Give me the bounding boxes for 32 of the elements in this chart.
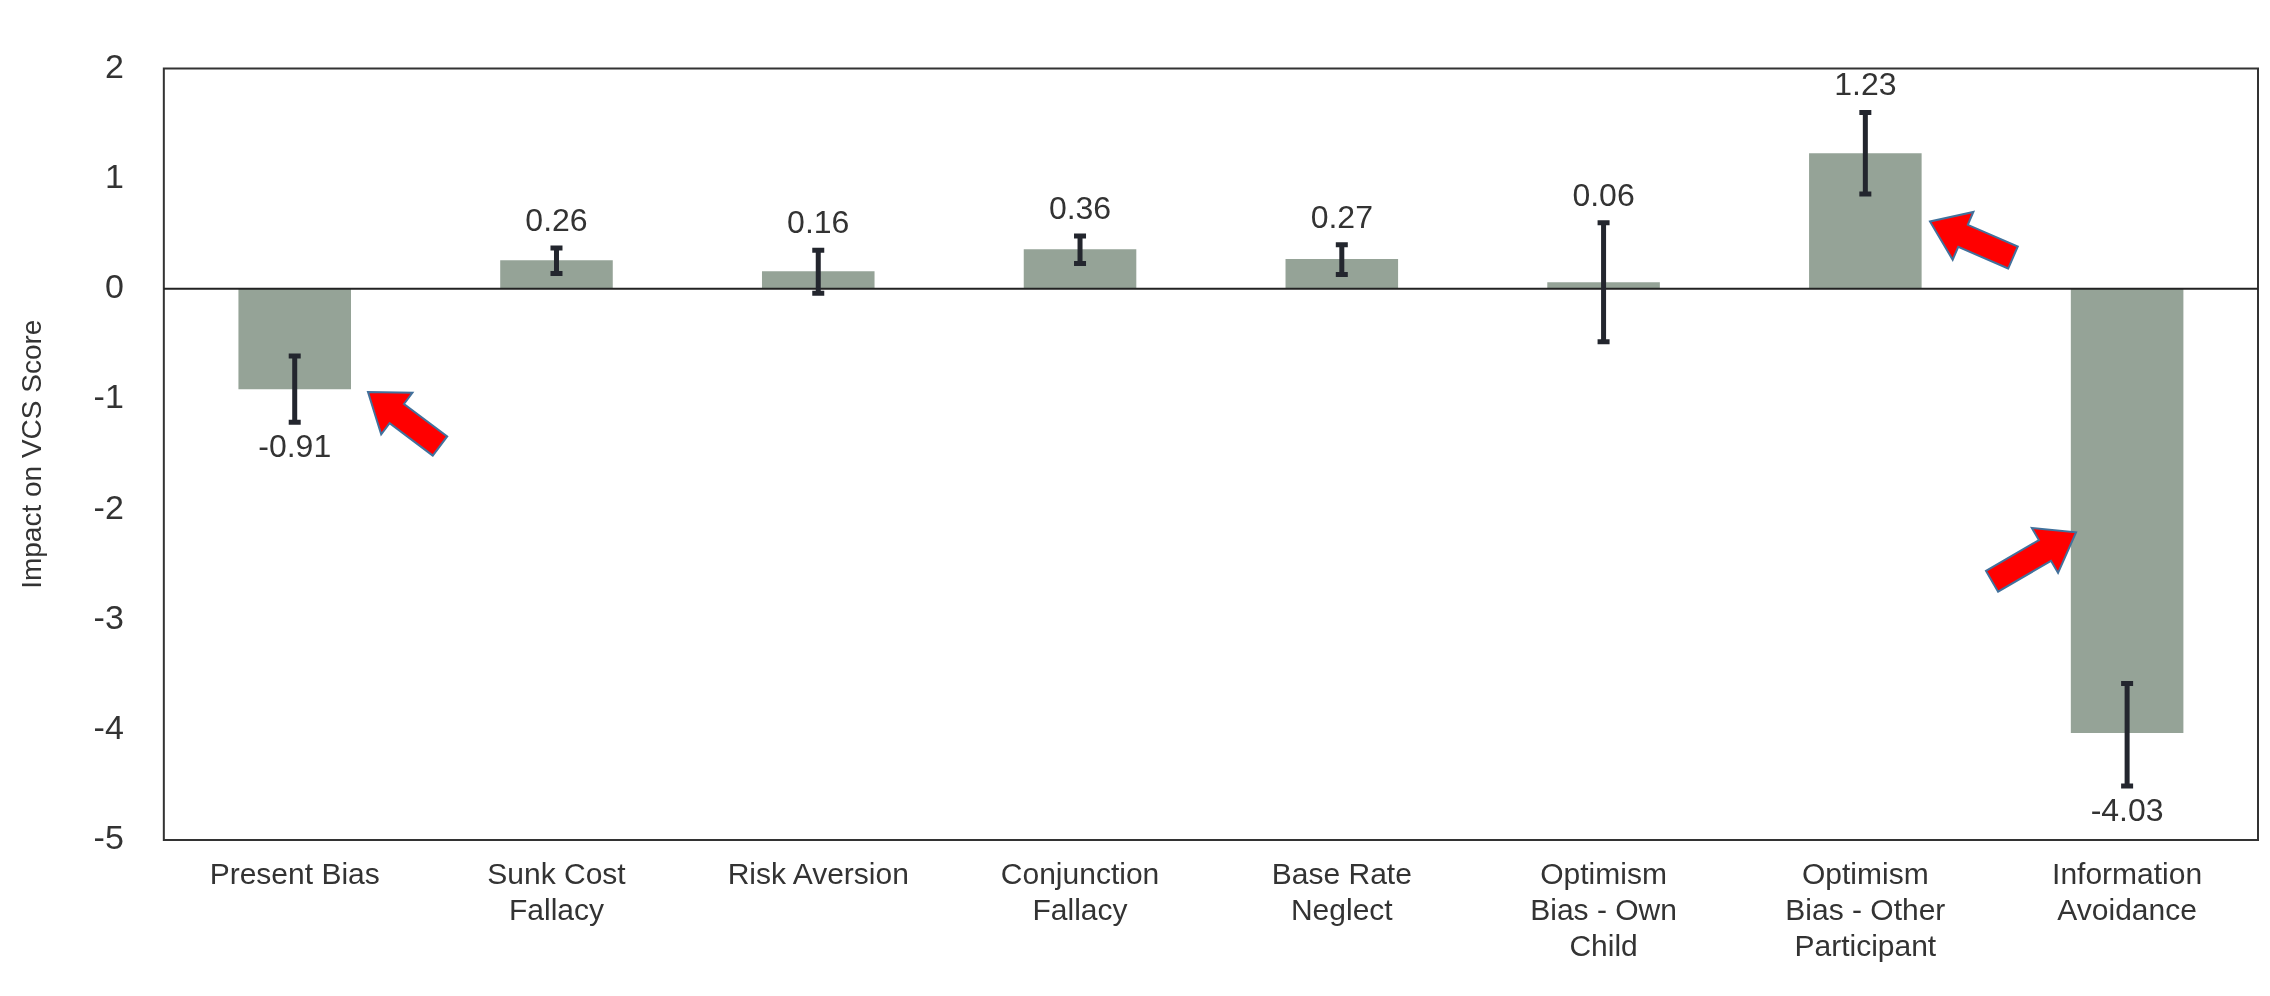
x-tick-label: Risk Aversion [727, 857, 909, 891]
bar [1809, 153, 1922, 289]
data-label: 0.06 [1572, 176, 1635, 213]
bar [500, 260, 613, 289]
bar [761, 271, 875, 289]
bar [1023, 249, 1137, 289]
y-tick-label: -5 [93, 818, 124, 857]
bar [238, 288, 351, 390]
y-tick-label: 1 [104, 157, 124, 195]
y-tick-label: 0 [104, 267, 124, 306]
y-tick-label: -4 [93, 708, 124, 747]
x-tick-label: Optimism Bias - Other Participant [1785, 857, 1946, 963]
bar [2070, 288, 2184, 734]
y-axis-title: Impact on VCS Score [15, 319, 47, 589]
x-tick-label: Sunk Cost Fallacy [487, 857, 627, 927]
data-label: 0.16 [787, 204, 850, 241]
data-label: 0.36 [1048, 189, 1112, 226]
y-tick-label: -1 [93, 377, 124, 416]
data-label: 0.27 [1310, 198, 1373, 235]
x-tick-label: Optimism Bias - Own Child [1530, 857, 1677, 963]
x-tick-label: Conjunction Fallacy [1000, 857, 1160, 927]
x-tick-label: Information Avoidance [2052, 857, 2203, 927]
y-tick-label: -2 [93, 487, 124, 526]
data-label: -0.91 [258, 428, 332, 465]
data-label: -4.03 [2090, 791, 2164, 828]
bar [1285, 259, 1399, 289]
y-tick-label: 2 [104, 46, 124, 85]
data-label: 1.23 [1834, 66, 1897, 103]
x-tick-label: Base Rate Neglect [1271, 857, 1412, 927]
data-label: 0.26 [525, 201, 588, 238]
x-tick-label: Present Bias [209, 857, 380, 891]
y-tick-label: -3 [93, 597, 124, 636]
